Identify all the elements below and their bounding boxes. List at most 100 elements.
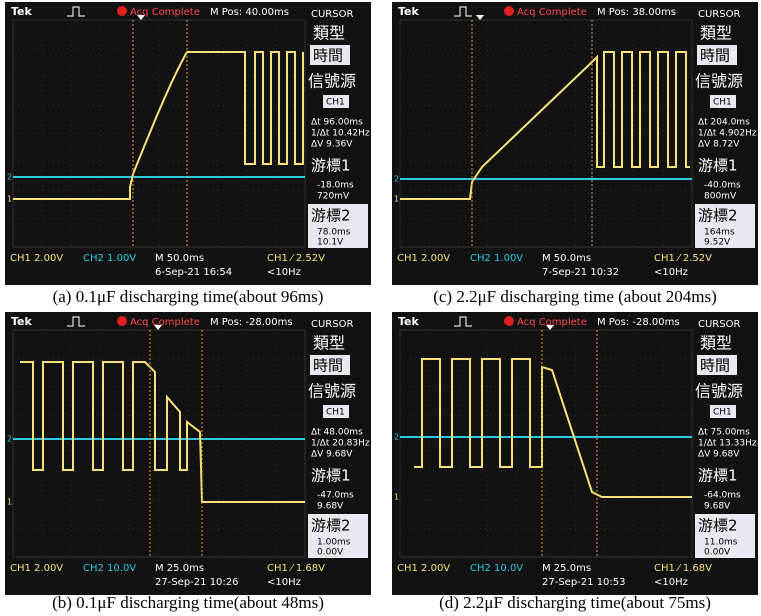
caption: (c) 2.2μF discharging time (about 204ms): [433, 287, 717, 306]
delta-v: ΔV 8.72V: [698, 140, 740, 150]
trigger-rate: <10Hz: [267, 577, 301, 588]
cursor2-value: 10.1V: [317, 238, 344, 248]
cursor2-label: 游標2: [698, 517, 738, 535]
trigger-rate: <10Hz: [267, 267, 301, 278]
source-label: 信號源: [308, 382, 356, 401]
type-value-box: [697, 45, 737, 65]
timebase: M 50.0ms: [542, 253, 591, 264]
cursor1-label: 游標1: [311, 467, 351, 485]
type-value: 時間: [313, 357, 343, 375]
m-pos: M Pos: -28.00ms: [597, 317, 680, 328]
delta-t: Δt 96.00ms: [311, 118, 363, 128]
type-value: 時間: [313, 47, 343, 65]
cursor2-time: 164ms: [704, 228, 735, 238]
trigger-arrow: [546, 325, 554, 330]
trigger-level: CH1 ⁄ 1.68V: [654, 563, 712, 574]
status-dot: [117, 6, 127, 16]
frequency: 1/Δt 4.902Hz: [698, 129, 757, 139]
source-value: CH1: [326, 408, 345, 418]
delta-v: ΔV 9.68V: [311, 450, 353, 460]
ch1-trace: [400, 51, 690, 200]
cursor2-value: 9.52V: [704, 238, 731, 248]
m-pos: M Pos: 38.00ms: [597, 7, 676, 18]
ch1-scale: CH1 2.00V: [397, 563, 450, 574]
scope-panel: Tek Acq Complete M Pos: -28.00ms 2 1 CURSOR 類型…: [392, 312, 758, 595]
ch1-marker: 1: [7, 498, 12, 507]
ch1-scale: CH1 2.00V: [397, 253, 450, 264]
caption: (d) 2.2μF discharging time(about 75ms): [439, 593, 711, 612]
ch1-trace: [414, 358, 692, 498]
status: Acq Complete: [517, 317, 587, 328]
trigger-rate: <10Hz: [654, 577, 688, 588]
trigger-arrow: [154, 325, 162, 330]
cursor1-time: -40.0ms: [704, 181, 741, 191]
timebase: M 25.0ms: [542, 563, 591, 574]
delta-t: Δt 204.0ms: [698, 118, 750, 128]
trigger-level: CH1 ⁄ 1.68V: [267, 563, 325, 574]
cursor2-value: 0.00V: [704, 548, 731, 558]
cursor2-box: [308, 514, 368, 558]
date: 7-Sep-21 10:32: [542, 267, 619, 278]
source-label: 信號源: [695, 382, 743, 401]
cursor1-value: 9.68V: [704, 502, 731, 512]
frequency: 1/Δt 13.33Hz: [698, 439, 757, 449]
trigger-level: CH1 ⁄ 2.52V: [654, 253, 712, 264]
cursor1-time: -64.0ms: [704, 491, 741, 501]
trigger-level: CH1 ⁄ 2.52V: [267, 253, 325, 264]
cursor2-label: 游標2: [698, 207, 738, 225]
brand: Tek: [398, 5, 420, 18]
cursor2-time: 78.0ms: [317, 228, 351, 238]
delta-t: Δt 75.00ms: [698, 428, 750, 438]
brand: Tek: [11, 5, 33, 18]
source-value: CH1: [326, 98, 345, 108]
scope-panel: Tek Acq Complete M Pos: 38.00ms 2 1 CURSOR 類型時…: [392, 2, 758, 285]
date: 27-Sep-21 10:26: [155, 577, 239, 588]
ch1-scale: CH1 2.00V: [10, 253, 63, 264]
scope-panel: Tek Acq Complete M Pos: 40.00ms 2 1 CURSOR 類型時…: [5, 2, 371, 285]
delta-v: ΔV 9.68V: [698, 450, 740, 460]
cursor2-label: 游標2: [311, 517, 351, 535]
frequency: 1/Δt 20.83Hz: [311, 439, 370, 449]
type-value: 時間: [700, 357, 730, 375]
brand: Tek: [11, 315, 33, 328]
ch2-scale: CH2 1.00V: [470, 253, 523, 264]
type-label: 類型: [313, 334, 345, 353]
ch1-marker: 1: [7, 195, 12, 204]
caption: (a) 0.1μF discharging time(about 96ms): [53, 287, 324, 306]
ch2-marker: 2: [394, 175, 399, 184]
frequency: 1/Δt 10.42Hz: [311, 129, 370, 139]
cursor1-label: 游標1: [311, 157, 351, 175]
ch2-scale: CH2 1.00V: [83, 253, 136, 264]
timebase: M 25.0ms: [155, 563, 204, 574]
status: Acq Complete: [130, 7, 200, 18]
cursor1-label: 游標1: [698, 157, 738, 175]
type-value-box: [697, 355, 737, 375]
ch1-marker: 1: [394, 493, 399, 502]
ch2-marker: 2: [7, 435, 12, 444]
m-pos: M Pos: 40.00ms: [210, 7, 289, 18]
trigger-rate: <10Hz: [654, 267, 688, 278]
cursor1-value: 9.68V: [317, 502, 344, 512]
menu-title: CURSOR: [698, 319, 740, 330]
cursor1-value: 800mV: [704, 192, 737, 202]
caption: (b) 0.1μF discharging time(about 48ms): [52, 593, 324, 612]
ch1-scale: CH1 2.00V: [10, 563, 63, 574]
delta-v: ΔV 9.36V: [311, 140, 353, 150]
source-value-box: [710, 95, 736, 108]
trigger-arrow: [476, 15, 484, 20]
status: Acq Complete: [517, 7, 587, 18]
trigger-icon: [67, 6, 85, 17]
ch1-trace: [20, 361, 305, 503]
cursor1-time: -18.0ms: [317, 181, 354, 191]
menu-title: CURSOR: [698, 9, 740, 20]
timebase: M 50.0ms: [155, 253, 204, 264]
source-value-box: [323, 95, 349, 108]
type-value-box: [310, 355, 350, 375]
type-value: 時間: [700, 47, 730, 65]
status-dot: [504, 316, 514, 326]
menu-title: CURSOR: [311, 319, 353, 330]
source-value-box: [323, 405, 349, 418]
cursor1-value: 720mV: [317, 192, 350, 202]
cursor1-label: 游標1: [698, 467, 738, 485]
